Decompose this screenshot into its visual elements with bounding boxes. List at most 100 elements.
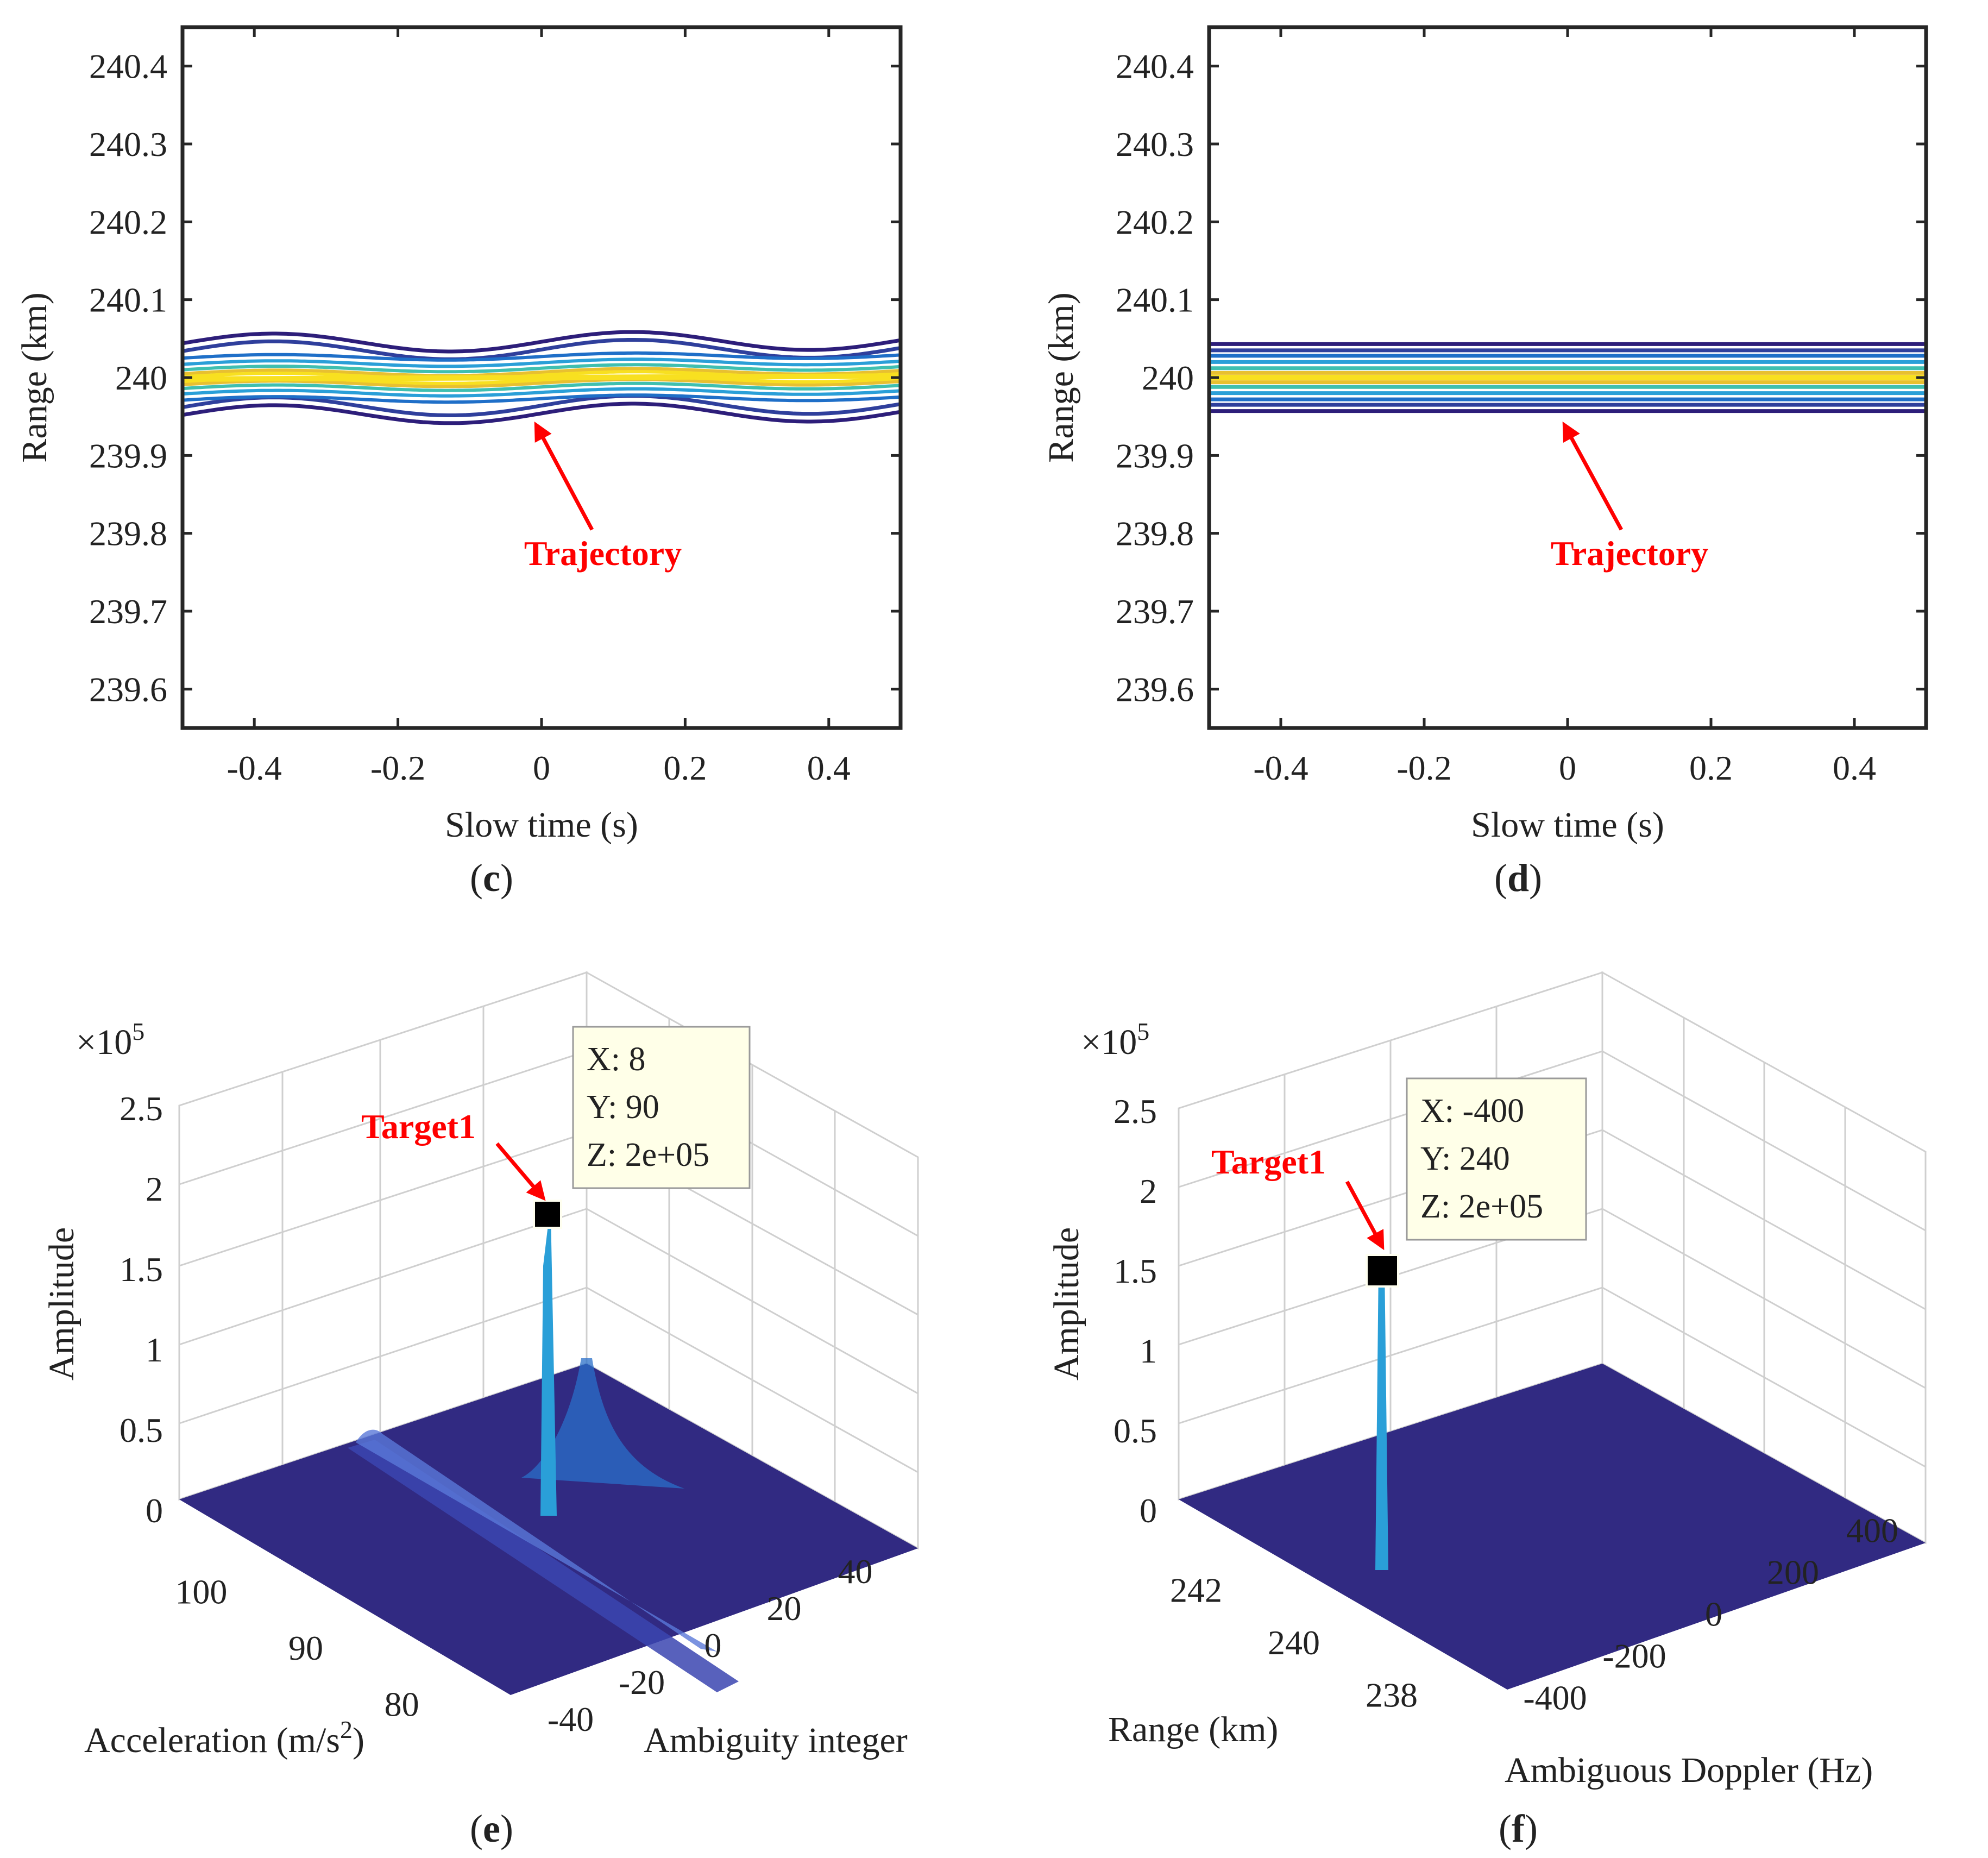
x-tick-label: 0.4 [1833,749,1876,787]
z-tick-label: 1 [146,1330,163,1369]
surface-floor [1179,1364,1926,1690]
x-axis-label: Ambiguous Doppler (Hz) [1505,1750,1873,1790]
y-tick-label: 240.3 [89,125,167,164]
x-axis-label: Slow time (s) [445,805,638,845]
contour-level-4 [182,357,901,368]
y-tick-label: 239.9 [1116,436,1194,475]
z-tick-label: 0.5 [1113,1411,1157,1450]
datatip-y: Y: 240 [1420,1140,1510,1177]
x-tick-label: -40 [548,1700,594,1738]
y-tick-label: 240 [1268,1623,1320,1662]
surface-ridge [348,1440,739,1692]
trajectory-annotation: Trajectory [524,534,682,573]
y-tick-label: 239.8 [89,514,167,553]
panel-d: -0.4 -0.2 0 0.2 0.4 239.6239.7239.8239.92402… [1041,25,1928,900]
y-tick-label: 240.1 [1116,281,1194,319]
z-tick-label: 0 [1140,1491,1157,1530]
datatip-z: Z: 2e+05 [587,1137,709,1173]
trajectory-arrow [534,421,594,531]
contour-level-1 [182,330,901,354]
panel-label: (f) [1499,1807,1538,1850]
x-tick-label: 0 [1559,749,1576,787]
panel-f: X: -400 Y: 240 Z: 2e+05 Target1 0 0.5 1 1.5… [1047,971,1927,1850]
y-tick-label: 240.4 [1116,47,1194,86]
y-tick-label: 240.2 [89,203,167,241]
x-tick-label: 0.4 [807,749,851,787]
y-tick-label: 240.3 [1116,125,1194,164]
z-tick-label: 2.5 [1113,1092,1157,1131]
panel-c: -0.4 -0.2 0 0.2 0.4 239.6239.7239.8239.92402… [15,25,903,900]
datatip-z: Z: 2e+05 [1420,1188,1543,1225]
datatip[interactable]: X: 8 Y: 90 Z: 2e+05 [572,1026,751,1189]
y-tick-label: 239.7 [1116,592,1194,631]
contour-lines [1209,342,1926,413]
y-axis-label: Range (km) [15,292,54,462]
y-tick-label: 240 [115,359,167,397]
y-tick-label: 239.7 [89,592,167,631]
peak-marker[interactable] [1366,1254,1399,1288]
x-tick-label: -0.2 [1396,749,1451,787]
contour-level-4 [182,387,901,398]
datatip[interactable]: X: -400 Y: 240 Z: 2e+05 [1406,1077,1587,1241]
x-tick-label: -0.2 [370,749,425,787]
y-tick-label: 239.9 [89,436,167,475]
panel-label: (d) [1494,856,1542,900]
y-tick-label: 239.8 [1116,514,1194,553]
y-tick-label: 100 [175,1573,227,1611]
y-tick-label: 240.4 [89,47,167,86]
z-tick-label: 2.5 [119,1089,163,1128]
peak-marker[interactable] [533,1200,562,1229]
z-axis-label: Amplitude [42,1227,81,1380]
x-tick-label: -20 [619,1663,665,1702]
z-tick-label: 1.5 [119,1250,163,1289]
z-axis-label: Amplitude [1047,1227,1086,1380]
z-tick-label: 1 [1140,1332,1157,1370]
z-tick-label: 0 [146,1491,163,1530]
contour-level-3 [182,393,901,404]
x-tick-label: 20 [767,1589,802,1628]
z-tick-labels: 0 0.5 1 1.5 2 2.5 [1113,1092,1157,1530]
x-tick-label: 40 [838,1552,873,1591]
z-tick-labels: 0 0.5 1 1.5 2 2.5 [119,1089,163,1530]
trajectory-annotation: Trajectory [1551,534,1708,573]
y-tick-labels: 239.6 239.7 239.8 239.9 240 240.1 240.2 240.3 24… [1116,47,1194,709]
datatip-x: X: 8 [587,1041,646,1078]
panel-e: X: 8 Y: 90 Z: 2e+05 Target1 0 0.5 1 1.5 2 2.5… [42,971,919,1850]
y-tick-label: 240.1 [89,281,167,319]
y-tick-label: 240 [1142,359,1194,397]
surface-ridge-highlight [356,1429,717,1652]
contour-level-5 [182,363,901,374]
x-tick-label: 200 [1767,1553,1819,1592]
x-tick-labels: -0.4 -0.2 0 0.2 0.4 [1253,749,1876,787]
z-exponent: ×105 [76,1018,144,1062]
x-tick-label: 0 [704,1626,722,1665]
panel-label: (e) [470,1807,513,1850]
x-axis-label: Slow time (s) [1471,805,1664,845]
contour-lines [182,330,901,425]
x-tick-label: -200 [1602,1637,1666,1675]
x-tick-labels: -40 -20 0 20 40 [548,1552,873,1738]
x-tick-label: 400 [1846,1511,1898,1550]
x-tick-label: 0 [533,749,550,787]
y-tick-labels: 238 240 242 [1170,1571,1418,1714]
trajectory-line [182,373,901,382]
contour-level-6 [182,367,901,378]
surface [1179,1266,1926,1690]
y-tick-label: 80 [385,1685,419,1723]
surface-fin [521,1358,684,1489]
contour-level-6 [182,378,901,388]
y-tick-label: 239.6 [89,670,167,708]
surface-peak [540,1212,557,1516]
x-tick-label: 0.2 [1689,749,1733,787]
target-arrow [1345,1181,1385,1251]
contour-level-5 [182,381,901,392]
y-tick-label: 242 [1170,1571,1222,1609]
z-exponent: ×105 [1081,1018,1149,1062]
y-tick-label: 239.6 [1116,670,1194,708]
x-tick-labels: -400 -200 0 200 400 [1523,1511,1898,1717]
contour-level-1 [182,401,901,425]
target-annotation: Target1 [1211,1143,1326,1181]
z-tick-label: 1.5 [1113,1252,1157,1290]
x-axis-label: Ambiguity integer [644,1721,908,1760]
y-tick-label: 238 [1366,1676,1418,1715]
